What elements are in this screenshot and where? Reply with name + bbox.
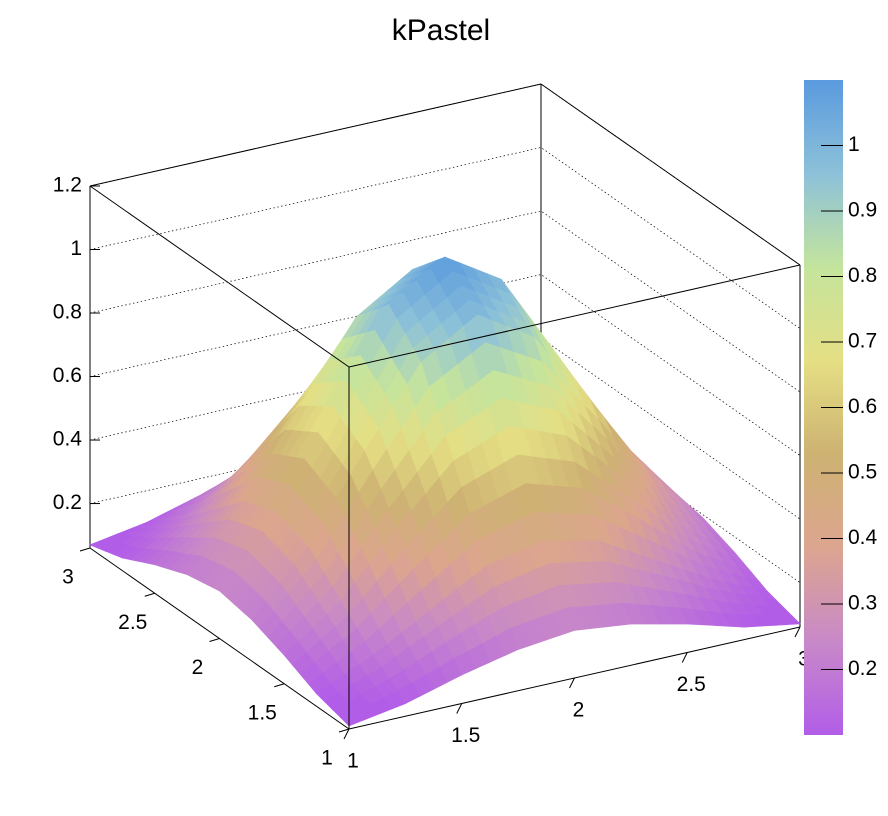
- y-tick-label: 2.5: [118, 611, 147, 634]
- colorbar-tick-label: 0.9: [848, 199, 877, 222]
- grid-line: [89, 337, 801, 520]
- z-tick-label: 1.2: [53, 174, 82, 197]
- y-tick: [79, 547, 91, 552]
- box-edge: [89, 185, 350, 368]
- chart-title: kPastel: [392, 14, 490, 47]
- z-tick-label: 0.6: [53, 364, 82, 387]
- y-tick-label: 2: [192, 656, 204, 679]
- y-tick: [338, 728, 350, 733]
- colorbar-tick-label: 0.5: [848, 461, 877, 484]
- colorbar-tick-label: 0.8: [848, 264, 877, 287]
- x-tick: [794, 626, 801, 638]
- colorbar-tick-label: 0.4: [848, 526, 878, 549]
- y-tick: [209, 638, 220, 642]
- x-tick: [456, 703, 463, 714]
- grid-line: [89, 147, 801, 329]
- x-tick-label: 1.5: [451, 724, 480, 747]
- x-tick-label: 1: [347, 750, 359, 773]
- colorbar-tick-label: 0.6: [848, 395, 877, 418]
- colorbar-tick-label: 0.7: [848, 330, 877, 353]
- x-tick-label: 2.5: [677, 673, 706, 696]
- y-tick-label: 3: [62, 566, 74, 589]
- box-edge: [348, 264, 801, 368]
- y-tick: [274, 683, 285, 688]
- grid-line: [89, 274, 801, 456]
- surface-cell: [340, 710, 364, 727]
- z-tick-label: 0.4: [53, 428, 83, 451]
- x-tick: [343, 728, 350, 740]
- grid-line: [89, 83, 801, 266]
- z-tick-label: 0.2: [53, 491, 82, 514]
- x-tick: [681, 652, 688, 663]
- y-tick-label: 1.5: [248, 701, 277, 724]
- x-tick-label: 2: [573, 699, 585, 722]
- colorbar-tick-label: 1: [848, 133, 860, 156]
- y-tick-label: 1: [321, 747, 333, 770]
- grid-line: [89, 210, 801, 393]
- z-tick-label: 1: [70, 237, 82, 260]
- colorbar-tick-label: 0.3: [848, 592, 877, 615]
- surface: [88, 256, 801, 727]
- x-tick: [569, 677, 575, 689]
- colorbar-tick-label: 0.2: [848, 657, 877, 680]
- y-tick: [144, 592, 155, 597]
- grid-line: [89, 401, 801, 583]
- z-tick-label: 0.8: [53, 301, 82, 324]
